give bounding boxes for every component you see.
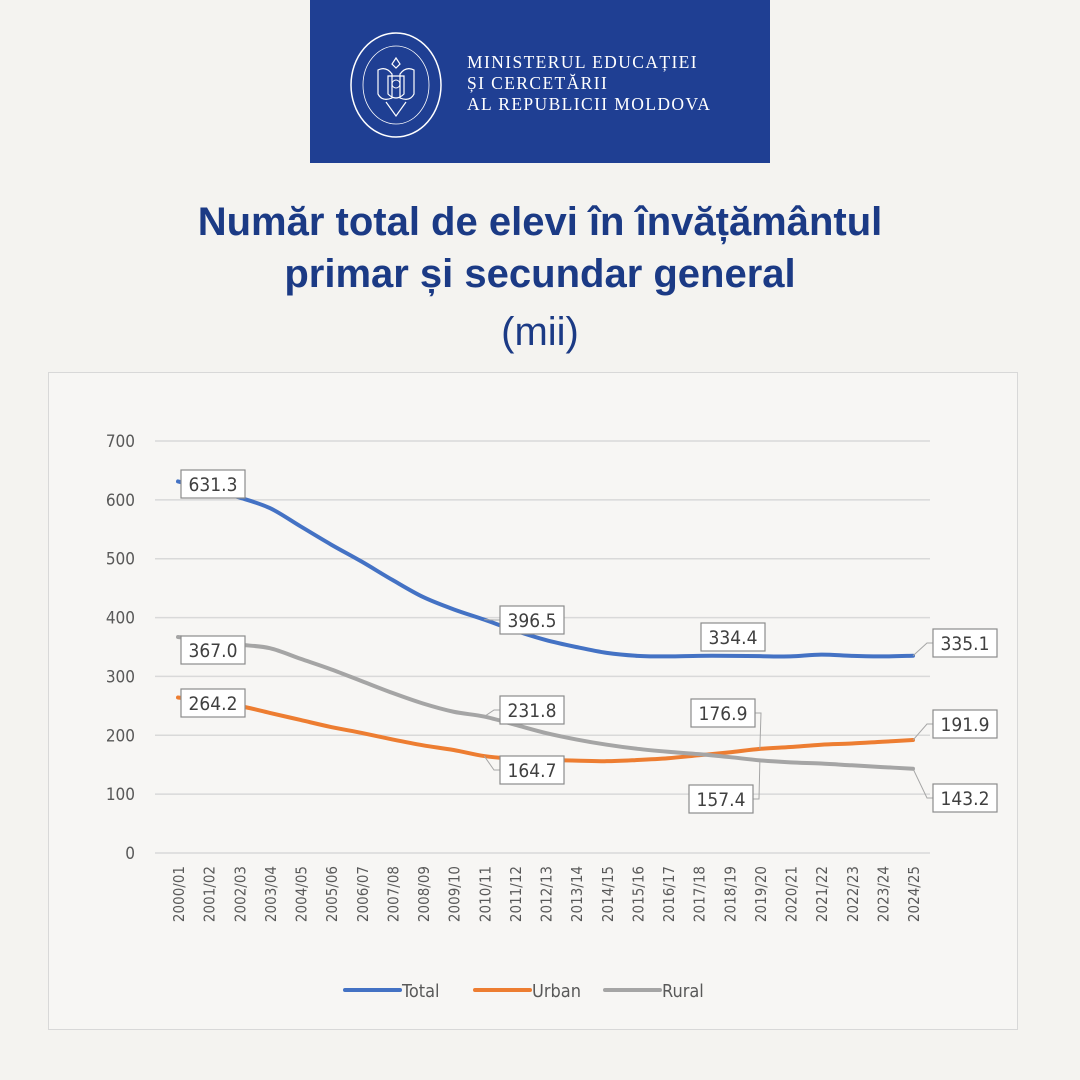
x-tick-label: 2007/08	[384, 866, 402, 922]
data-label: 164.7	[508, 760, 557, 782]
data-label: 264.2	[189, 693, 238, 715]
x-tick-label: 2019/20	[752, 866, 770, 922]
data-label: 367.0	[189, 640, 238, 662]
data-label: 334.4	[709, 627, 758, 649]
government-emblem-icon	[350, 32, 442, 138]
x-tick-label: 2009/10	[446, 866, 464, 922]
label-leader-line	[753, 760, 761, 800]
y-tick-label: 400	[106, 609, 135, 629]
legend-label: Rural	[662, 981, 704, 1002]
x-tick-label: 2004/05	[293, 866, 311, 922]
data-label-box	[180, 469, 246, 499]
x-tick-label: 2016/17	[660, 866, 678, 922]
data-label-box	[690, 698, 756, 728]
x-tick-label: 2008/09	[415, 866, 433, 922]
y-tick-label: 500	[106, 550, 135, 570]
label-leader-line	[755, 712, 762, 749]
x-tick-label: 2014/15	[599, 866, 617, 922]
data-label: 631.3	[189, 474, 238, 496]
data-label-box	[499, 755, 565, 785]
x-tick-label: 2011/12	[507, 866, 525, 922]
ministry-line: AL REPUBLICII MOLDOVA	[467, 94, 712, 114]
data-label-box	[932, 709, 998, 739]
chart-title: Număr total de elevi în învățământul pri…	[197, 200, 883, 296]
data-label: 396.5	[508, 610, 557, 632]
data-label: 143.2	[941, 788, 990, 810]
y-tick-label: 300	[106, 667, 135, 687]
y-tick-label: 600	[106, 491, 135, 511]
data-label-box	[688, 784, 754, 814]
data-label: 335.1	[941, 633, 990, 655]
ministry-line: ȘI CERCETĂRII	[467, 73, 609, 93]
label-leader-line	[483, 755, 500, 771]
x-tick-label: 2015/16	[629, 866, 647, 922]
x-tick-label: 2021/22	[813, 866, 831, 922]
y-tick-label: 0	[125, 844, 135, 864]
data-label: 176.9	[699, 703, 748, 725]
x-tick-label: 2010/11	[476, 866, 494, 922]
label-leader-line	[912, 642, 933, 657]
x-tick-label: 2002/03	[231, 866, 249, 922]
data-label: 191.9	[941, 714, 990, 736]
data-label-box	[499, 695, 565, 725]
data-label-box	[932, 628, 998, 658]
x-tick-label: 2020/21	[783, 866, 801, 922]
x-tick-label: 2018/19	[721, 866, 739, 922]
label-leader-line	[912, 723, 933, 741]
x-tick-label: 2000/01	[170, 866, 188, 922]
series-line-total	[176, 479, 915, 659]
x-tick-label: 2022/23	[844, 866, 862, 922]
ministry-header: MINISTERUL EDUCAȚIEI ȘI CERCETĂRII AL RE…	[310, 0, 770, 163]
x-tick-label: 2003/04	[262, 866, 280, 922]
legend-label: Total	[401, 981, 440, 1002]
y-tick-label: 700	[106, 432, 135, 452]
x-tick-label: 2023/24	[874, 866, 892, 922]
data-label-box	[499, 605, 565, 635]
data-label-box	[180, 635, 246, 665]
x-tick-label: 2017/18	[691, 866, 709, 922]
label-leader-line	[483, 709, 500, 717]
data-label: 231.8	[508, 700, 557, 722]
chart-unit: (mii)	[501, 310, 579, 354]
x-tick-label: 2024/25	[905, 866, 923, 922]
label-leader-line	[912, 768, 933, 799]
data-label-box	[700, 622, 766, 652]
x-tick-label: 2012/13	[538, 866, 556, 922]
ministry-name: MINISTERUL EDUCAȚIEI ȘI CERCETĂRII AL RE…	[467, 52, 711, 115]
x-tick-label: 2001/02	[201, 866, 219, 922]
series-line-rural	[176, 634, 915, 771]
x-tick-label: 2013/14	[568, 866, 586, 922]
data-label-box	[932, 783, 998, 813]
y-tick-label: 200	[106, 726, 135, 746]
ministry-line: MINISTERUL EDUCAȚIEI	[467, 52, 699, 72]
y-tick-label: 100	[106, 785, 135, 805]
legend-label: Urban	[532, 981, 581, 1002]
x-tick-label: 2005/06	[323, 866, 341, 922]
data-label-box	[180, 688, 246, 718]
x-tick-label: 2006/07	[354, 866, 372, 922]
data-label: 157.4	[697, 789, 746, 811]
